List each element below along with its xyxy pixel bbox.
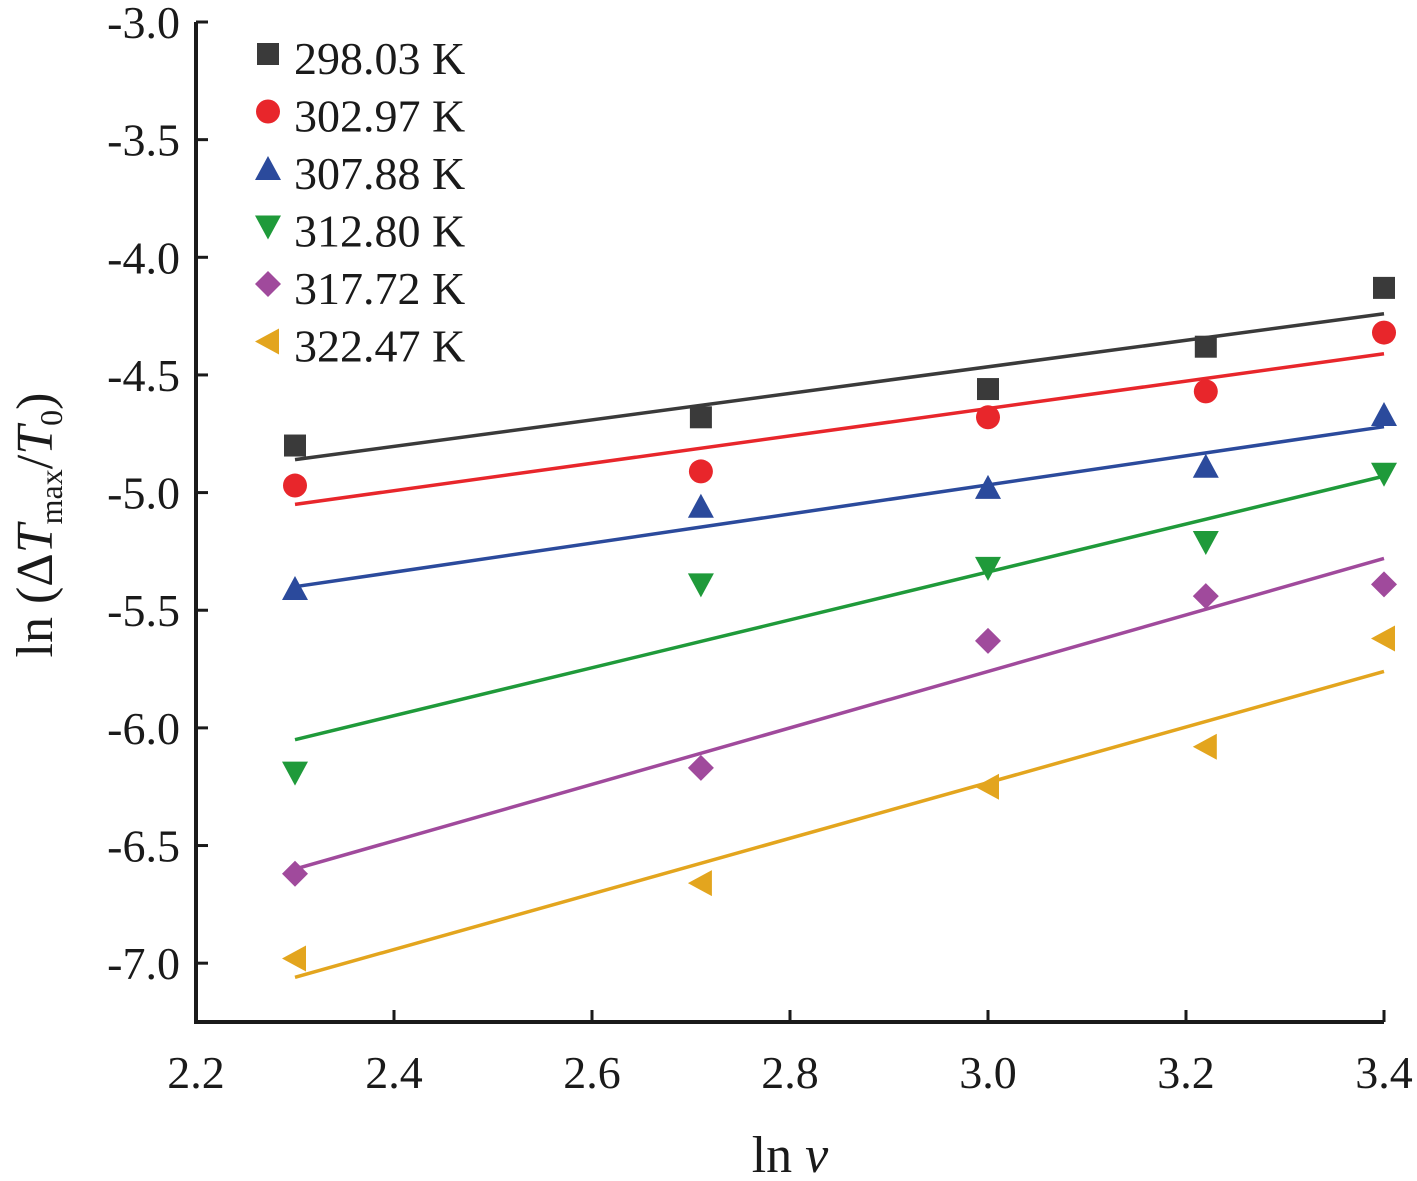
y-tick-label: -6.0 (107, 703, 180, 754)
data-point (977, 378, 999, 401)
y-tick-label: -4.5 (107, 350, 180, 401)
legend: 298.03 K 302.97 K 307.88 K 312.80 K 317.72 K… (255, 33, 465, 372)
data-point (975, 773, 999, 800)
data-point (1371, 462, 1397, 487)
fit-line-4 (294, 474, 1385, 742)
data-point (282, 576, 308, 601)
data-point (1193, 379, 1218, 404)
data-point (283, 473, 307, 498)
data-point (1194, 335, 1217, 358)
data-point (975, 474, 1001, 499)
data-point (1371, 625, 1395, 652)
x-tick-label: 3.0 (959, 1047, 1017, 1098)
data-points (282, 276, 1397, 972)
x-tick-label: 2.8 (761, 1047, 819, 1098)
data-point (687, 754, 714, 781)
legend-marker-4 (255, 215, 281, 240)
data-point (282, 945, 306, 972)
data-point (1192, 733, 1217, 760)
data-point (975, 556, 1001, 581)
y-axis-ticks: -3.0 -3.5 -4.0 -4.5 -5.0 -5.5 -6.0 -6.5 -7.0 (107, 0, 208, 989)
data-point (687, 870, 712, 897)
data-point (1192, 583, 1219, 610)
legend-marker-5 (255, 271, 281, 297)
y-tick-label: -3.5 (107, 115, 180, 166)
data-point (976, 405, 1000, 430)
legend-label-6: 322.47 K (294, 321, 465, 372)
legend-marker-1 (257, 43, 279, 65)
x-axis-label: ln v (752, 1127, 829, 1181)
data-point (689, 406, 712, 429)
x-tick-label: 2.6 (563, 1047, 621, 1098)
y-tick-label: -5.5 (107, 585, 180, 636)
data-point (687, 573, 714, 598)
data-point (687, 493, 714, 518)
y-tick-label: -5.0 (107, 468, 180, 519)
data-point (1373, 276, 1395, 299)
x-axis-ticks: 2.2 2.4 2.6 2.8 3.0 3.2 3.4 (167, 1010, 1413, 1098)
legend-label-4: 312.80 K (294, 206, 465, 257)
legend-label-2: 302.97 K (294, 91, 465, 142)
fit-line-3 (294, 424, 1385, 589)
x-tick-label: 3.4 (1355, 1047, 1413, 1098)
data-point (1192, 531, 1219, 555)
x-tick-label: 2.4 (365, 1047, 423, 1098)
data-point (1192, 453, 1219, 478)
data-point (1371, 401, 1397, 426)
legend-marker-3 (255, 156, 281, 180)
data-point (282, 761, 308, 786)
y-tick-label: -3.0 (107, 0, 180, 48)
data-point (1371, 571, 1397, 598)
fit-line-5 (294, 556, 1385, 871)
y-axis-label: ln (ΔTmax/T0) (7, 393, 69, 658)
legend-marker-6 (255, 328, 279, 355)
y-tick-label: -4.0 (107, 232, 180, 283)
legend-label-3: 307.88 K (294, 148, 465, 199)
legend-label-1: 298.03 K (294, 33, 465, 84)
legend-label-5: 317.72 K (294, 263, 465, 314)
data-point (975, 627, 1001, 654)
data-point (688, 459, 713, 484)
data-point (282, 860, 308, 887)
fit-line-2 (294, 352, 1385, 507)
legend-marker-2 (256, 99, 280, 124)
x-tick-label: 3.2 (1157, 1047, 1215, 1098)
y-tick-label: -7.0 (107, 938, 180, 989)
y-tick-label: -6.5 (107, 821, 180, 872)
fit-lines (294, 312, 1385, 979)
x-tick-label: 2.2 (167, 1047, 225, 1098)
fit-line-6 (294, 669, 1385, 979)
data-point (1372, 320, 1396, 345)
data-point (284, 434, 306, 457)
